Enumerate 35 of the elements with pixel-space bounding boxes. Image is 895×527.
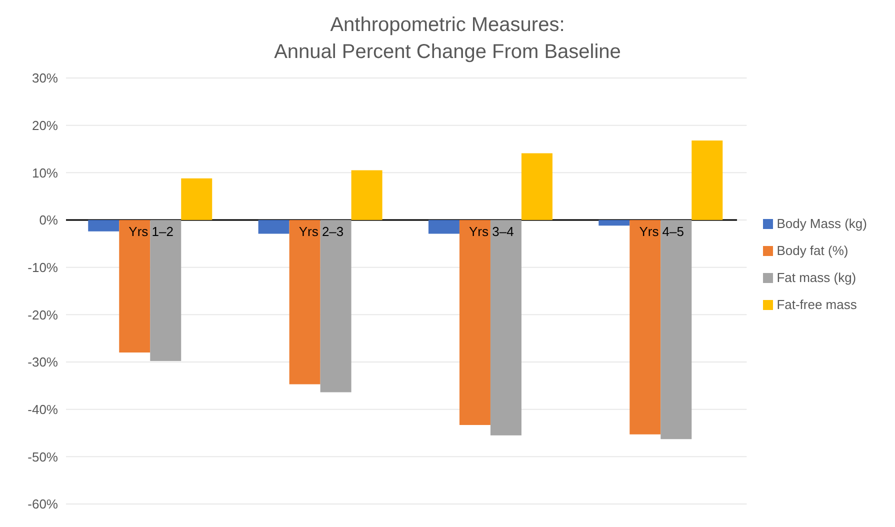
bar — [289, 220, 320, 384]
bar — [351, 170, 382, 220]
bar — [490, 220, 522, 436]
y-tick-label: -60% — [28, 496, 58, 512]
bar — [258, 220, 290, 234]
y-tick-label: 30% — [32, 70, 58, 86]
bar — [459, 220, 490, 425]
x-tick-label: Yrs 2–3 — [298, 224, 344, 239]
bar — [88, 220, 120, 232]
bar — [428, 220, 460, 234]
legend-label: Fat-free mass — [776, 296, 857, 312]
bar — [320, 220, 352, 392]
legend-label: Body fat (%) — [776, 242, 848, 258]
bar — [119, 220, 150, 353]
y-tick-label: -40% — [28, 402, 58, 417]
bar — [150, 220, 182, 362]
y-tick-label: 0% — [39, 212, 58, 228]
y-tick-label: -30% — [28, 354, 58, 370]
bar — [660, 220, 692, 440]
y-tick-label: -10% — [28, 260, 58, 275]
y-tick-label: 20% — [32, 118, 58, 133]
y-tick-label: -20% — [28, 307, 58, 322]
legend-label: Fat mass (kg) — [776, 270, 856, 284]
legend-label: Body Mass (kg) — [776, 216, 867, 230]
x-tick-label: Yrs 1–2 — [128, 224, 174, 239]
y-tick-label: 10% — [32, 165, 58, 180]
x-tick-label: Yrs 4–5 — [639, 224, 684, 239]
bar — [521, 153, 552, 220]
bar — [181, 178, 212, 220]
chart-title: Anthropometric Measures: Annual Percent Change From Baseline — [273, 13, 622, 65]
bar — [692, 140, 723, 220]
x-tick-label: Yrs 3–4 — [469, 224, 514, 239]
bar — [630, 220, 661, 434]
bar — [598, 220, 630, 226]
y-tick-label: -50% — [28, 449, 58, 464]
